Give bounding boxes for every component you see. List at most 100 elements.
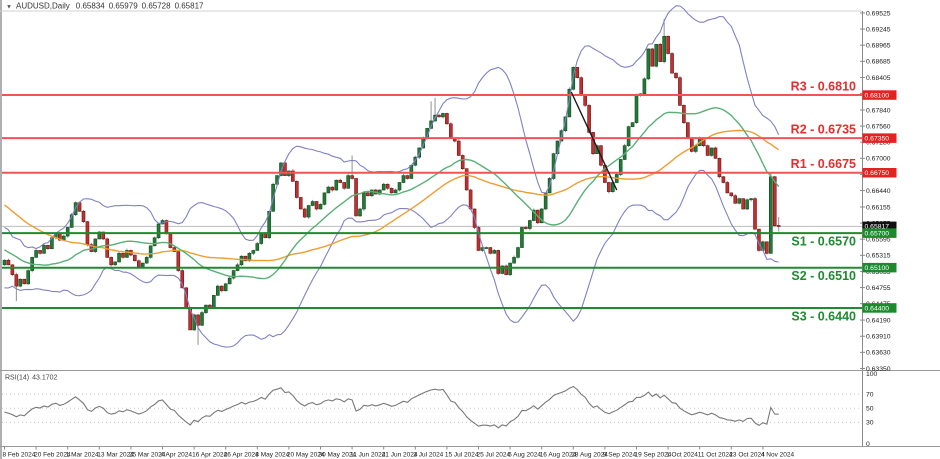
candle-bull [69,214,74,228]
rsi-scale-30: 30 [866,420,874,427]
price-tick-label: 0.68685 [866,59,891,66]
indicator-lines [4,5,780,348]
candle-bull [144,257,149,264]
candle-bull [259,232,264,244]
price-tick-label: 0.66155 [866,204,891,211]
price-tag-s1: 0.65700 [862,228,897,238]
candle-bear [330,186,335,191]
candle-bear [674,72,678,79]
candle-bull [212,295,216,309]
candle-bull [646,48,651,80]
candle-bull [231,270,236,279]
candle-bull [267,210,271,239]
candle-bull [113,261,117,266]
candle-bear [705,145,710,156]
candle-bear [6,259,11,266]
price-tick-label: 0.67560 [866,123,891,130]
candle-bear [101,231,106,240]
time-tick-label: 16 Apr 2024 [192,452,227,459]
candle-bear [658,44,663,62]
price-tick-label: 0.68405 [866,75,891,82]
candle-bear [38,250,42,254]
candle-bull [362,192,366,210]
candle-bull [34,250,38,258]
candle-bull [370,189,374,197]
candle-bear [583,94,587,106]
candle-bear [496,250,501,274]
candle-bear [445,113,449,125]
support-resistance-lines[interactable] [2,91,862,310]
candle-bear [741,198,745,210]
candle-bear [137,260,141,267]
candle-bear [488,247,493,254]
moving-average-slow [4,129,780,262]
rsi-scale-50: 50 [866,406,874,413]
candle-bear [168,232,173,248]
candle-bull [709,147,714,156]
candle-bull [745,199,749,210]
candle-bull [117,253,121,263]
title-low: 0.65728 [142,2,171,11]
candle-bear [717,158,722,178]
price-tick-label: 0.69245 [866,26,891,33]
candle-bull [563,116,568,131]
time-tick-label: 16 Aug 2024 [540,452,577,459]
rsi-scale-0: 0 [866,441,870,448]
chart-plot-area[interactable] [0,0,862,459]
candle-bear [283,162,287,176]
drawn-trendline[interactable] [570,91,618,191]
time-tick-label: 9 Sep 2024 [603,452,637,459]
candle-bear [109,257,113,266]
candle-bull [97,231,102,240]
candle-bear [176,251,181,271]
price-tick-label: 0.69525 [866,10,891,17]
price-tag-current-text: 0.65817 [865,224,890,231]
time-tick-label: 25 Jul 2024 [477,452,511,459]
candle-bear [298,197,303,210]
candle-bull [508,262,512,275]
candle-bull [306,205,311,218]
candle-bear [342,182,347,189]
price-tag-s1-text: 0.65700 [865,231,890,238]
title-symbol: AUDUSD,Daily [16,2,70,11]
price-tag-r1-text: 0.66750 [865,170,890,177]
candle-bear [10,264,15,275]
candle-bear [81,210,86,222]
candle-bull [310,201,315,206]
price-tick-label: 0.67280 [866,140,891,147]
candle-bull [279,162,283,176]
candle-bear [504,265,508,275]
candle-bull [334,179,339,191]
candle-bear [338,179,343,183]
candle-bear [776,225,781,227]
resistance-label-r3: R3 - 0.6810 [791,80,856,94]
resistance-label-r1: R1 - 0.6675 [791,157,856,171]
candle-bull [618,159,623,175]
candle-bull [227,277,232,285]
candle-bull [531,209,536,221]
candle-bull [429,120,433,129]
time-tick-label: 8 May 2024 [255,452,289,459]
candle-bull [500,265,505,274]
price-tick-label: 0.67840 [866,107,891,114]
candle-bear [291,170,295,182]
candle-bear [46,244,50,250]
price-tick-label: 0.67000 [866,156,891,163]
candle-bear [22,278,27,285]
candle-bull [512,257,516,264]
candle-bull [393,189,398,194]
price-tag-r3-text: 0.68100 [865,92,890,99]
candle-bull [630,122,635,127]
candle-bull [255,243,260,251]
time-tick-label: 13 Mar 2024 [97,452,134,459]
candle-bear [464,168,469,191]
resistance-label-r2: R2 - 0.6735 [791,123,856,137]
candle-bear [713,147,718,159]
candle-bear [524,227,528,229]
candle-bear [460,155,465,169]
chart-dropdown-icon[interactable]: ▼ [6,5,12,11]
candle-bear [294,181,299,198]
candle-bear [689,137,694,152]
title-close: 0.65817 [175,2,204,11]
price-tag-r2: 0.67350 [862,133,897,143]
